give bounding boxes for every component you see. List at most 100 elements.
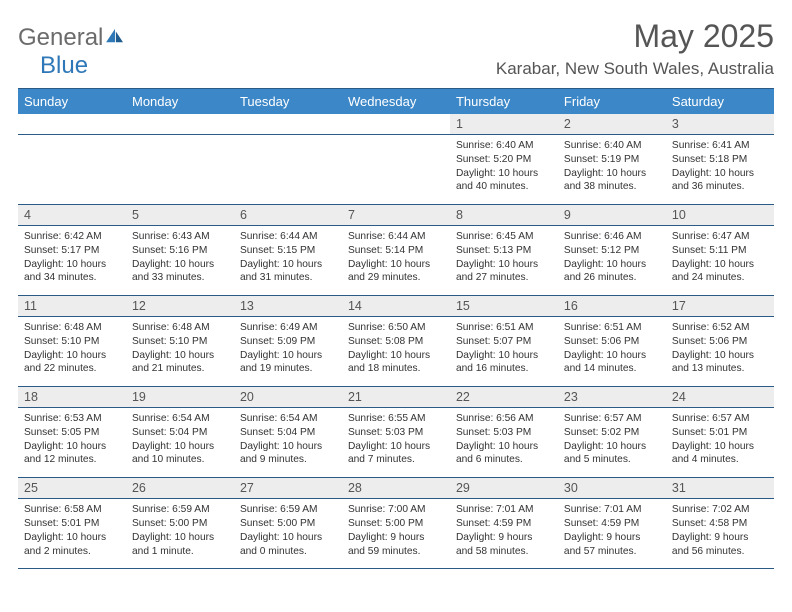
day-number-cell: 19 bbox=[126, 387, 234, 408]
day-number-cell bbox=[234, 114, 342, 135]
sunset-text: Sunset: 5:12 PM bbox=[564, 245, 639, 256]
sunset-text: Sunset: 5:06 PM bbox=[672, 336, 747, 347]
day-info-cell: Sunrise: 6:41 AMSunset: 5:18 PMDaylight:… bbox=[666, 135, 774, 205]
daylight-text: Daylight: 10 hours and 16 minutes. bbox=[456, 350, 538, 375]
sunset-text: Sunset: 5:02 PM bbox=[564, 427, 639, 438]
weekday-header: Friday bbox=[558, 89, 666, 115]
daylight-text: Daylight: 10 hours and 5 minutes. bbox=[564, 441, 646, 466]
day-number-cell: 20 bbox=[234, 387, 342, 408]
header: GeneralBlue May 2025 Karabar, New South … bbox=[18, 18, 774, 80]
day-info-cell: Sunrise: 6:51 AM Sunset: 5:06 PM Daylight:… bbox=[558, 317, 666, 387]
day-number-cell: 3 bbox=[666, 114, 774, 135]
sunrise-text: Sunrise: 7:02 AM bbox=[672, 504, 750, 515]
day-info-cell: Sunrise: 6:56 AMSunset: 5:03 PMDaylight:… bbox=[450, 408, 558, 478]
daylight-text: Daylight: 10 hours and 14 minutes. bbox=[564, 350, 646, 375]
day-number-cell: 22 bbox=[450, 387, 558, 408]
daylight-text: Daylight: 9 hours and 59 minutes. bbox=[348, 532, 424, 557]
daylight-text: Daylight: 10 hours and 22 minutes. bbox=[24, 350, 106, 375]
day-number-row: 25262728293031 bbox=[18, 478, 774, 499]
sunset-text: Sunset: 5:03 PM bbox=[348, 427, 423, 438]
daylight-text: Daylight: 9 hours and 56 minutes. bbox=[672, 532, 748, 557]
sunset-text: Sunset: 5:01 PM bbox=[24, 518, 99, 529]
daylight-text: Daylight: 10 hours and 21 minutes. bbox=[132, 350, 214, 375]
sunset-text: Sunset: 5:20 PM bbox=[456, 154, 531, 165]
day-number-cell: 14 bbox=[342, 296, 450, 317]
day-number-row: 123 bbox=[18, 114, 774, 135]
sunset-text: Sunset: 5:09 PM bbox=[240, 336, 315, 347]
sunset-text: Sunset: 5:00 PM bbox=[132, 518, 207, 529]
sunrise-text: Sunrise: 6:45 AM bbox=[456, 231, 534, 242]
logo-text-blue: Blue bbox=[40, 52, 88, 80]
sunrise-text: Sunrise: 6:46 AM bbox=[564, 231, 642, 242]
sunset-text: Sunset: 5:17 PM bbox=[24, 245, 99, 256]
logo: GeneralBlue bbox=[18, 18, 125, 80]
day-number-cell bbox=[18, 114, 126, 135]
day-number-cell: 5 bbox=[126, 205, 234, 226]
day-info-cell: Sunrise: 6:57 AMSunset: 5:02 PMDaylight:… bbox=[558, 408, 666, 478]
day-info-cell: Sunrise: 6:42 AMSunset: 5:17 PMDaylight:… bbox=[18, 226, 126, 296]
day-number-cell: 26 bbox=[126, 478, 234, 499]
day-number-cell: 30 bbox=[558, 478, 666, 499]
logo-text-general: General bbox=[18, 24, 103, 52]
day-info-cell: Sunrise: 6:54 AM Sunset: 5:04 PM Daylight:… bbox=[234, 408, 342, 478]
sunrise-text: Sunrise: 6:41 AM bbox=[672, 140, 750, 151]
sunset-text: Sunset: 5:10 PM bbox=[24, 336, 99, 347]
sunset-text: Sunset: 5:19 PM bbox=[564, 154, 639, 165]
sunset-text: Sunset: 5:10 PM bbox=[132, 336, 207, 347]
sunset-text: Sunset: 5:11 PM bbox=[672, 245, 747, 256]
sunrise-text: Sunrise: 6:54 AM bbox=[240, 413, 318, 424]
daylight-text: Daylight: 10 hours and 29 minutes. bbox=[348, 259, 430, 284]
day-info-cell: Sunrise: 6:45 AMSunset: 5:13 PMDaylight:… bbox=[450, 226, 558, 296]
sunrise-text: Sunrise: 6:54 AM bbox=[132, 413, 210, 424]
day-info-cell: Sunrise: 6:50 AMSunset: 5:08 PMDaylight:… bbox=[342, 317, 450, 387]
day-number-cell: 2 bbox=[558, 114, 666, 135]
sunrise-text: Sunrise: 6:57 AM bbox=[672, 413, 750, 424]
day-number-row: 11121314151617 bbox=[18, 296, 774, 317]
logo-sail-icon bbox=[105, 28, 125, 49]
day-info-row: Sunrise: 6:48 AMSunset: 5:10 PMDaylight:… bbox=[18, 317, 774, 387]
day-info-cell: Sunrise: 6:52 AMSunset: 5:06 PMDaylight:… bbox=[666, 317, 774, 387]
day-info-cell: Sunrise: 6:40 AMSunset: 5:20 PMDaylight:… bbox=[450, 135, 558, 205]
daylight-text: Daylight: 10 hours and 9 minutes. bbox=[240, 441, 322, 466]
day-info-cell: Sunrise: 6:54 AMSunset: 5:04 PMDaylight:… bbox=[126, 408, 234, 478]
day-number-cell bbox=[126, 114, 234, 135]
daylight-text: Daylight: 10 hours and 34 minutes. bbox=[24, 259, 106, 284]
calendar-table: Sunday Monday Tuesday Wednesday Thursday… bbox=[18, 88, 774, 569]
sunset-text: Sunset: 4:59 PM bbox=[564, 518, 639, 529]
day-info-row: Sunrise: 6:42 AMSunset: 5:17 PMDaylight:… bbox=[18, 226, 774, 296]
day-number-cell: 7 bbox=[342, 205, 450, 226]
day-info-cell: Sunrise: 6:51 AMSunset: 5:07 PMDaylight:… bbox=[450, 317, 558, 387]
day-number-cell: 1 bbox=[450, 114, 558, 135]
weekday-header: Thursday bbox=[450, 89, 558, 115]
day-number-cell: 18 bbox=[18, 387, 126, 408]
sunset-text: Sunset: 5:04 PM bbox=[240, 427, 315, 438]
day-info-cell bbox=[18, 135, 126, 205]
day-number-cell: 4 bbox=[18, 205, 126, 226]
sunrise-text: Sunrise: 6:59 AM bbox=[240, 504, 318, 515]
sunrise-text: Sunrise: 6:51 AM bbox=[564, 322, 642, 333]
day-info-cell: Sunrise: 6:58 AMSunset: 5:01 PMDaylight:… bbox=[18, 499, 126, 569]
day-info-cell: Sunrise: 6:53 AMSunset: 5:05 PMDaylight:… bbox=[18, 408, 126, 478]
day-number-cell: 10 bbox=[666, 205, 774, 226]
daylight-text: Daylight: 10 hours and 33 minutes. bbox=[132, 259, 214, 284]
day-info-cell: Sunrise: 6:47 AMSunset: 5:11 PMDaylight:… bbox=[666, 226, 774, 296]
weekday-header: Tuesday bbox=[234, 89, 342, 115]
daylight-text: Daylight: 10 hours and 4 minutes. bbox=[672, 441, 754, 466]
day-info-cell: Sunrise: 7:01 AMSunset: 4:59 PMDaylight:… bbox=[558, 499, 666, 569]
day-info-cell: Sunrise: 6:55 AMSunset: 5:03 PMDaylight:… bbox=[342, 408, 450, 478]
day-info-cell: Sunrise: 6:44 AMSunset: 5:14 PMDaylight:… bbox=[342, 226, 450, 296]
day-info-cell: Sunrise: 6:49 AMSunset: 5:09 PMDaylight:… bbox=[234, 317, 342, 387]
weekday-header-row: Sunday Monday Tuesday Wednesday Thursday… bbox=[18, 89, 774, 115]
day-info-cell: Sunrise: 6:48 AMSunset: 5:10 PMDaylight:… bbox=[126, 317, 234, 387]
sunset-text: Sunset: 5:06 PM bbox=[564, 336, 639, 347]
daylight-text: Daylight: 10 hours and 6 minutes. bbox=[456, 441, 538, 466]
daylight-text: Daylight: 10 hours and 38 minutes. bbox=[564, 168, 646, 193]
month-title: May 2025 bbox=[496, 18, 774, 55]
day-number-cell: 6 bbox=[234, 205, 342, 226]
day-info-cell: Sunrise: 7:00 AMSunset: 5:00 PMDaylight:… bbox=[342, 499, 450, 569]
day-number-cell bbox=[342, 114, 450, 135]
daylight-text: Daylight: 9 hours and 57 minutes. bbox=[564, 532, 640, 557]
daylight-text: Daylight: 10 hours and 27 minutes. bbox=[456, 259, 538, 284]
sunrise-text: Sunrise: 6:52 AM bbox=[672, 322, 750, 333]
sunset-text: Sunset: 5:18 PM bbox=[672, 154, 747, 165]
